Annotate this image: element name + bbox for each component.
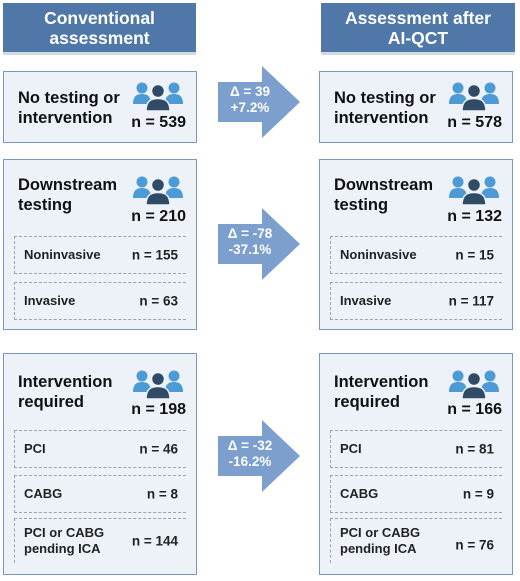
left-cabg-value: n = 8 (146, 486, 178, 502)
arrow-right-icon (218, 66, 300, 138)
right-no-testing-box: No testing or intervention n = 578 (319, 71, 513, 143)
right-pci-label: PCI (340, 441, 362, 456)
right-downstream-total: n = 132 (447, 208, 502, 225)
right-noninvasive-label: Noninvasive (340, 247, 417, 262)
right-downstream-box: Downstream testing n = 132 Noninvasive n… (319, 159, 513, 330)
left-intervention-item: PCI or CABG pending ICA n = 144 (14, 518, 186, 563)
header-ai-qct: Assessment after AI-QCT (321, 3, 515, 52)
delta-value: Δ = 39 (229, 84, 271, 99)
left-invasive-label: Invasive (24, 293, 76, 308)
right-pending-value: n = 76 (455, 537, 494, 553)
delta-arrow-no-testing: Δ = 39 +7.2% (218, 66, 300, 138)
left-no-testing-box: No testing or intervention n = 539 (3, 71, 197, 143)
right-intervention-item: PCI n = 81 (330, 430, 502, 468)
right-invasive-value: n = 117 (448, 293, 494, 309)
header-ai-qct-label: Assessment after AI-QCT (345, 7, 491, 48)
right-downstream-item: Noninvasive n = 15 (330, 236, 502, 274)
people-group-icon (448, 81, 500, 111)
left-downstream-item: Noninvasive n = 155 (14, 236, 186, 274)
left-intervention-item: CABG n = 8 (14, 475, 186, 513)
left-downstream-title: Downstream testing (18, 176, 118, 214)
right-downstream-item: Invasive n = 117 (330, 282, 502, 320)
left-intervention-box: Intervention required n = 198 PCI n = 46… (3, 353, 197, 575)
delta-value: Δ = -78 (227, 226, 273, 241)
right-intervention-title: Intervention required (334, 373, 429, 411)
left-no-testing-title: No testing or intervention (18, 89, 120, 127)
delta-arrow-intervention: Δ = -32 -16.2% (218, 420, 300, 492)
people-group-icon (448, 175, 500, 205)
left-noninvasive-value: n = 155 (131, 247, 178, 263)
left-pending-label: PCI or CABG pending ICA (24, 525, 105, 556)
people-group-icon (132, 369, 184, 399)
people-group-icon (448, 369, 500, 399)
right-intervention-item: CABG n = 9 (330, 475, 502, 513)
delta-arrow-downstream: Δ = -78 -37.1% (218, 208, 300, 280)
left-downstream-box: Downstream testing n = 210 Noninvasive n… (3, 159, 197, 330)
left-intervention-total: n = 198 (131, 401, 186, 418)
right-intervention-item: PCI or CABG pending ICA n = 76 (330, 518, 502, 563)
left-intervention-item: PCI n = 46 (14, 430, 186, 468)
left-pending-value: n = 144 (131, 533, 178, 549)
delta-percent: -37.1% (228, 242, 272, 257)
right-pci-value: n = 81 (455, 441, 494, 457)
right-no-testing-title: No testing or intervention (334, 89, 436, 127)
header-conventional: Conventional assessment (3, 3, 196, 52)
delta-value: Δ = -32 (227, 438, 273, 453)
right-no-testing-total: n = 578 (447, 114, 502, 131)
left-downstream-item: Invasive n = 63 (14, 282, 186, 320)
people-group-icon (132, 175, 184, 205)
people-group-icon (132, 81, 184, 111)
left-no-testing-total: n = 539 (131, 114, 186, 131)
left-downstream-total: n = 210 (131, 208, 186, 225)
header-conventional-label: Conventional assessment (44, 7, 155, 48)
arrow-right-icon (218, 208, 300, 280)
left-pci-label: PCI (24, 441, 46, 456)
arrow-right-icon (218, 420, 300, 492)
right-noninvasive-value: n = 15 (455, 247, 494, 263)
right-pending-label: PCI or CABG pending ICA (340, 525, 421, 556)
left-intervention-title: Intervention required (18, 373, 113, 411)
right-cabg-value: n = 9 (462, 486, 494, 502)
delta-percent: -16.2% (228, 454, 272, 469)
right-downstream-title: Downstream testing (334, 176, 434, 214)
right-intervention-box: Intervention required n = 166 PCI n = 81… (319, 353, 513, 575)
right-intervention-total: n = 166 (447, 401, 502, 418)
left-invasive-value: n = 63 (139, 293, 178, 309)
left-pci-value: n = 46 (139, 441, 178, 457)
left-cabg-label: CABG (24, 486, 63, 501)
right-cabg-label: CABG (340, 486, 379, 501)
right-invasive-label: Invasive (340, 293, 392, 308)
left-noninvasive-label: Noninvasive (24, 247, 101, 262)
delta-percent: +7.2% (230, 100, 270, 115)
